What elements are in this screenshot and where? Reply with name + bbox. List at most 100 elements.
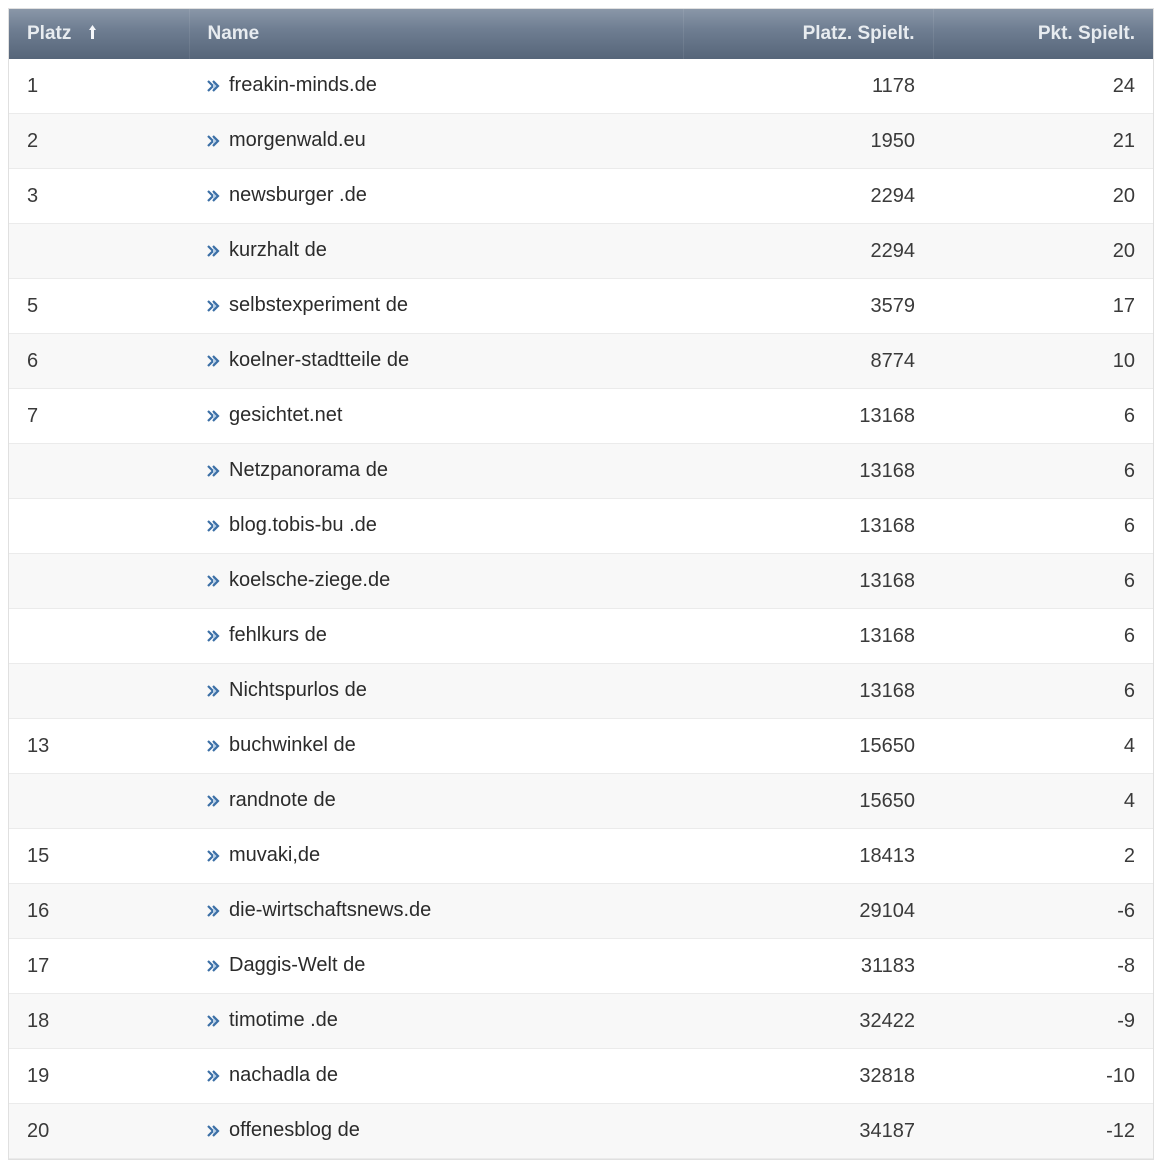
pkt-spielt-value: -6 <box>1117 900 1135 922</box>
cell-platz: 17 <box>9 939 189 994</box>
site-link[interactable]: Nichtspurlos de <box>229 679 367 701</box>
site-link[interactable]: newsburger .de <box>229 184 367 206</box>
table-row: 15 muvaki,de 18413 2 <box>9 829 1153 884</box>
double-chevron-icon <box>207 1065 221 1088</box>
site-link[interactable]: die-wirtschaftsnews.de <box>229 899 431 921</box>
site-link[interactable]: muvaki,de <box>229 844 320 866</box>
pkt-spielt-value: -10 <box>1106 1065 1135 1087</box>
cell-pkt-spielt: 6 <box>933 499 1153 554</box>
double-chevron-icon <box>207 130 221 153</box>
cell-platz: 13 <box>9 719 189 774</box>
cell-platz-spielt: 34187 <box>683 1104 933 1159</box>
cell-platz: 3 <box>9 169 189 224</box>
cell-platz-spielt: 3579 <box>683 279 933 334</box>
cell-pkt-spielt: 10 <box>933 334 1153 389</box>
cell-name: buchwinkel de <box>189 719 683 774</box>
pkt-spielt-value: 24 <box>1113 75 1135 97</box>
double-chevron-icon <box>207 405 221 428</box>
platz-spielt-value: 1950 <box>871 130 916 152</box>
cell-pkt-spielt: 24 <box>933 59 1153 114</box>
cell-pkt-spielt: 17 <box>933 279 1153 334</box>
cell-platz-spielt: 1178 <box>683 59 933 114</box>
cell-platz-spielt: 13168 <box>683 444 933 499</box>
ranking-table-container: Platz Name Platz. Spielt. Pkt. Spielt. <box>8 8 1154 1160</box>
column-header-pkt-spielt[interactable]: Pkt. Spielt. <box>933 9 1153 59</box>
table-row: Nichtspurlos de 131686 <box>9 664 1153 719</box>
platz-spielt-value: 8774 <box>871 350 916 372</box>
platz-spielt-value: 29104 <box>859 900 915 922</box>
cell-platz-spielt: 1950 <box>683 114 933 169</box>
cell-name: kurzhalt de <box>189 224 683 279</box>
pkt-spielt-value: -8 <box>1117 955 1135 977</box>
platz-value: 2 <box>27 130 38 152</box>
double-chevron-icon <box>207 790 221 813</box>
pkt-spielt-value: 4 <box>1124 790 1135 812</box>
cell-pkt-spielt: -9 <box>933 994 1153 1049</box>
site-link[interactable]: buchwinkel de <box>229 734 356 756</box>
site-link[interactable]: blog.tobis-bu .de <box>229 514 377 536</box>
table-row: blog.tobis-bu .de 13168 6 <box>9 499 1153 554</box>
site-link[interactable]: gesichtet.net <box>229 404 342 426</box>
column-header-name[interactable]: Name <box>189 9 683 59</box>
pkt-spielt-value: 6 <box>1124 405 1135 427</box>
double-chevron-icon <box>207 570 221 593</box>
double-chevron-icon <box>207 955 221 978</box>
cell-name: nachadla de <box>189 1049 683 1104</box>
double-chevron-icon <box>207 185 221 208</box>
platz-value: 15 <box>27 845 49 867</box>
site-link[interactable]: randnote de <box>229 789 336 811</box>
pkt-spielt-value: 20 <box>1113 240 1135 262</box>
table-row: 19 nachadla de32818-10 <box>9 1049 1153 1104</box>
site-link[interactable]: koelsche-ziege.de <box>229 569 390 591</box>
platz-spielt-value: 1178 <box>872 75 915 97</box>
double-chevron-icon <box>207 845 221 868</box>
site-link[interactable]: morgenwald.eu <box>229 129 366 151</box>
platz-spielt-value: 18413 <box>859 845 915 867</box>
double-chevron-icon <box>207 460 221 483</box>
table-row: 13 buchwinkel de156504 <box>9 719 1153 774</box>
cell-platz-spielt: 13168 <box>683 664 933 719</box>
double-chevron-icon <box>207 515 221 538</box>
site-link[interactable]: nachadla de <box>229 1064 338 1086</box>
cell-platz-spielt: 13168 <box>683 389 933 444</box>
ranking-table: Platz Name Platz. Spielt. Pkt. Spielt. <box>9 9 1153 1159</box>
pkt-spielt-value: 6 <box>1124 460 1135 482</box>
site-link[interactable]: fehlkurs de <box>229 624 327 646</box>
platz-spielt-value: 13168 <box>859 515 915 537</box>
pkt-spielt-value: 6 <box>1124 515 1135 537</box>
site-link[interactable]: selbstexperiment de <box>229 294 408 316</box>
cell-platz <box>9 499 189 554</box>
site-link[interactable]: freakin-minds.de <box>229 74 377 96</box>
pkt-spielt-value: 2 <box>1124 845 1135 867</box>
table-row: 7 gesichtet.net 13168 6 <box>9 389 1153 444</box>
column-header-platz[interactable]: Platz <box>9 9 189 59</box>
double-chevron-icon <box>207 625 221 648</box>
cell-platz-spielt: 31183 <box>683 939 933 994</box>
pkt-spielt-value: -9 <box>1117 1010 1135 1032</box>
cell-platz-spielt: 13168 <box>683 609 933 664</box>
column-header-platz-spielt[interactable]: Platz. Spielt. <box>683 9 933 59</box>
column-header-platz-spielt-label: Platz. Spielt. <box>803 23 915 44</box>
cell-pkt-spielt: 20 <box>933 169 1153 224</box>
sort-asc-icon <box>87 23 98 45</box>
site-link[interactable]: koelner-stadtteile de <box>229 349 409 371</box>
platz-value: 13 <box>27 735 49 757</box>
table-row: 1 freakin-minds.de117824 <box>9 59 1153 114</box>
site-link[interactable]: timotime .de <box>229 1009 338 1031</box>
site-link[interactable]: Netzpanorama de <box>229 459 388 481</box>
platz-value: 7 <box>27 405 38 427</box>
cell-name: muvaki,de <box>189 829 683 884</box>
column-header-name-label: Name <box>208 23 260 44</box>
cell-platz: 19 <box>9 1049 189 1104</box>
platz-value: 20 <box>27 1120 49 1142</box>
cell-pkt-spielt: 6 <box>933 609 1153 664</box>
site-link[interactable]: offenesblog de <box>229 1119 360 1141</box>
pkt-spielt-value: 4 <box>1124 735 1135 757</box>
site-link[interactable]: kurzhalt de <box>229 239 327 261</box>
platz-spielt-value: 2294 <box>871 240 916 262</box>
table-row: 6 koelner-stadtteile de877410 <box>9 334 1153 389</box>
site-link[interactable]: Daggis-Welt de <box>229 954 365 976</box>
table-row: 16 die-wirtschaftsnews.de29104-6 <box>9 884 1153 939</box>
cell-pkt-spielt: 6 <box>933 664 1153 719</box>
column-header-pkt-spielt-label: Pkt. Spielt. <box>1038 23 1135 44</box>
